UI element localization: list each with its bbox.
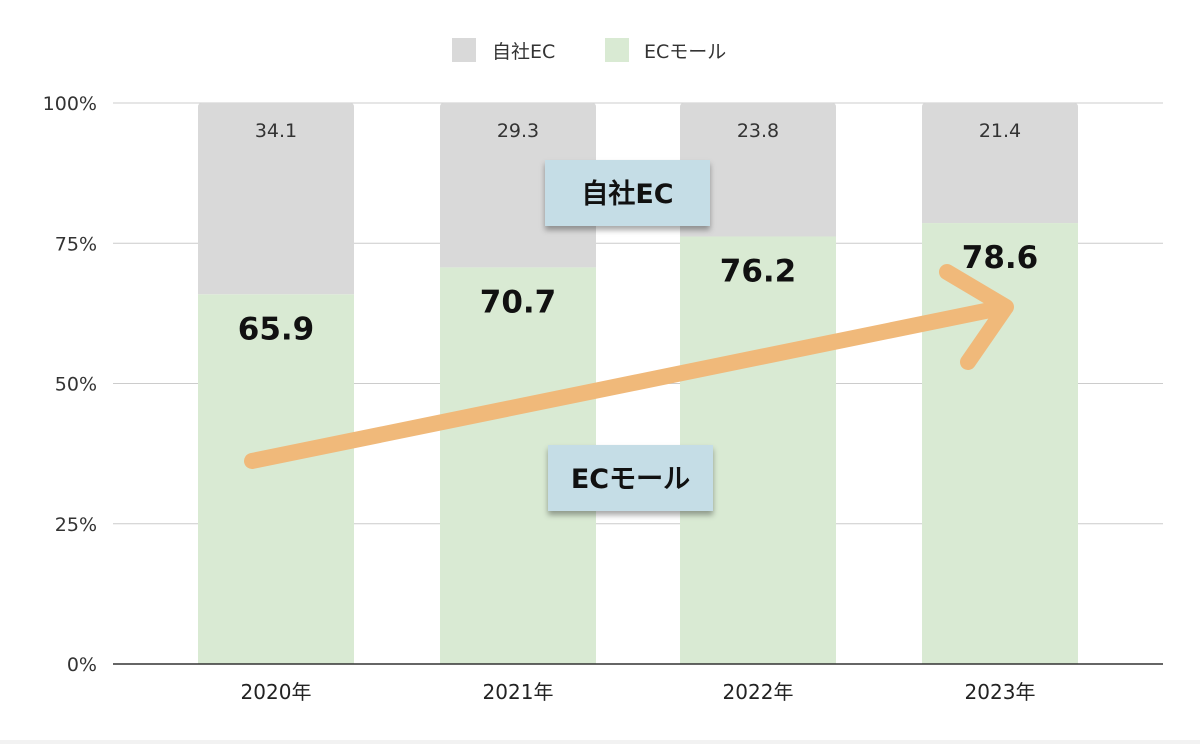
- y-tick-label: 0%: [67, 654, 97, 676]
- bar-own-ec: [198, 103, 354, 295]
- callouts: 自社EC ECモール: [545, 160, 713, 511]
- y-tick-label: 25%: [55, 514, 97, 536]
- bar-own-ec: [922, 103, 1078, 224]
- legend-swatch: [605, 38, 629, 62]
- data-label-own-ec: 34.1: [255, 120, 297, 142]
- bar-own-ec: [440, 103, 596, 268]
- data-labels: 34.1 65.9 29.3 70.7 23.8 76.2 21.4 78.6: [238, 120, 1039, 347]
- data-label-own-ec: 21.4: [979, 120, 1021, 142]
- axes: 0% 25% 50% 75% 100% 2020年 2021年 2022年 2023年: [43, 93, 1163, 704]
- data-label-ec-mall: 70.7: [480, 284, 557, 320]
- y-tick-label: 50%: [55, 374, 97, 396]
- callout-text: 自社EC: [581, 178, 673, 210]
- data-label-ec-mall: 78.6: [962, 240, 1039, 276]
- trend-arrow: [244, 264, 1014, 469]
- x-category-label: 2022年: [723, 680, 794, 704]
- x-category-label: 2021年: [483, 680, 554, 704]
- callout-box: [545, 160, 710, 226]
- callout-own-ec: 自社EC: [545, 160, 710, 226]
- bottom-divider: [0, 740, 1200, 744]
- callout-box: [548, 445, 713, 511]
- legend-label: 自社EC: [492, 41, 555, 63]
- data-label-ec-mall: 76.2: [720, 254, 797, 290]
- bar-ec-mall: [922, 223, 1078, 664]
- trend-arrow-shaft: [244, 300, 1008, 469]
- x-category-label: 2023年: [965, 680, 1036, 704]
- callout-ec-mall: ECモール: [548, 445, 713, 511]
- data-label-own-ec: 23.8: [737, 120, 779, 142]
- bar-own-ec: [680, 103, 836, 237]
- bar-ec-mall: [198, 294, 354, 664]
- callout-text: ECモール: [571, 464, 690, 495]
- trend-arrow-head: [939, 264, 1014, 370]
- y-tick-label: 100%: [43, 93, 97, 115]
- legend-swatch: [452, 38, 476, 62]
- y-tick-label: 75%: [55, 233, 97, 255]
- legend: 自社EC ECモール: [452, 38, 726, 63]
- data-label-ec-mall: 65.9: [238, 311, 315, 347]
- data-label-own-ec: 29.3: [497, 120, 539, 142]
- x-category-label: 2020年: [241, 680, 312, 704]
- legend-label: ECモール: [644, 41, 726, 63]
